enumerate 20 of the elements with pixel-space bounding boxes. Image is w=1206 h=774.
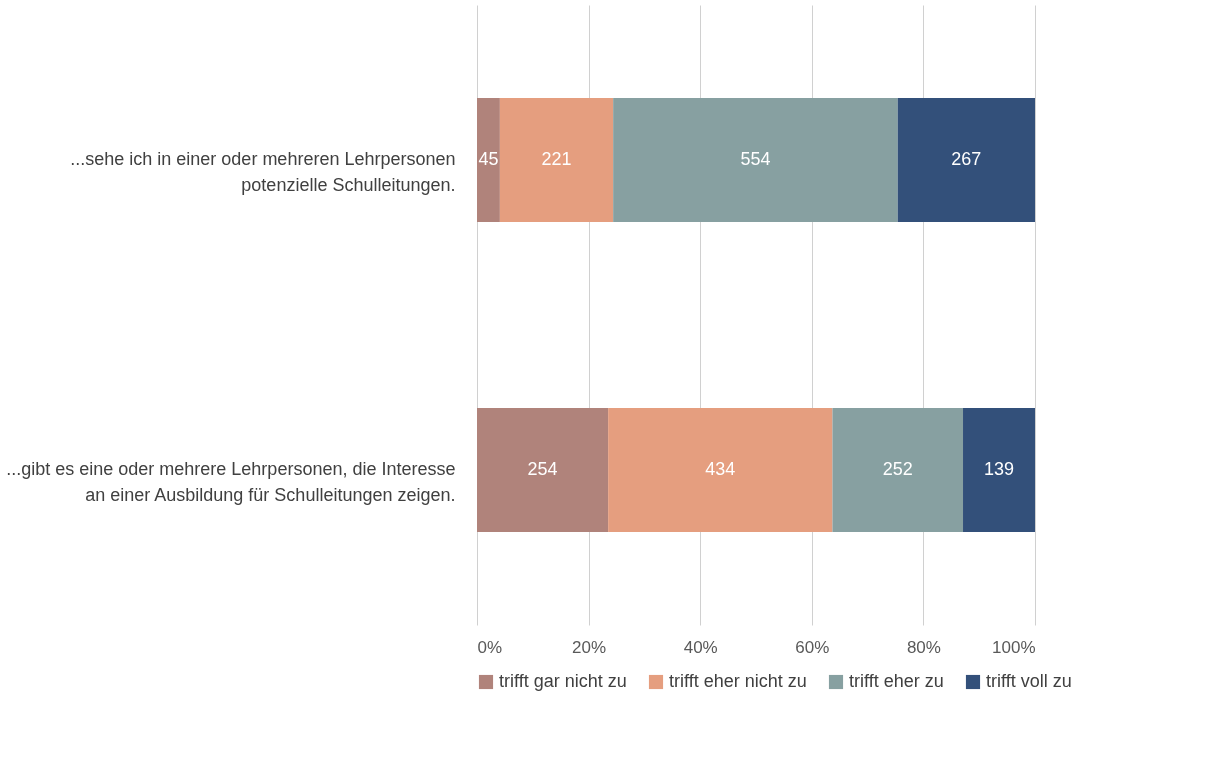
annotation: 434 — [705, 459, 736, 479]
annotation: 221 — [541, 149, 572, 169]
legend-label: trifft voll zu — [986, 671, 1072, 691]
annotation: 139 — [983, 459, 1015, 479]
x-tick-label: 20% — [572, 637, 607, 657]
annotation: 254 — [527, 459, 558, 479]
annotation: 267 — [951, 149, 982, 169]
x-tick-label: 80% — [906, 637, 941, 657]
legend-label: trifft eher nicht zu — [669, 671, 807, 691]
y-tick-label: ...gibt es eine oder mehrere Lehrpersonen, die Interesse an einer Ausbildung für Schulleitungen zeigen. — [6, 459, 456, 505]
x-tick-label: 0% — [477, 637, 503, 657]
x-tick-label: 100% — [992, 637, 1036, 657]
x-tick-label: 40% — [683, 637, 718, 657]
annotation: 252 — [882, 459, 913, 479]
legend-label: trifft eher zu — [849, 671, 944, 691]
legend-label: trifft gar nicht zu — [499, 671, 627, 691]
x-tick-label: 60% — [795, 637, 830, 657]
y-tick-label: ...sehe ich in einer oder mehreren Lehrpersonen potenzielle Schulleitungen. — [70, 149, 456, 195]
annotation: 554 — [740, 149, 771, 169]
annotation: 45 — [478, 149, 499, 169]
